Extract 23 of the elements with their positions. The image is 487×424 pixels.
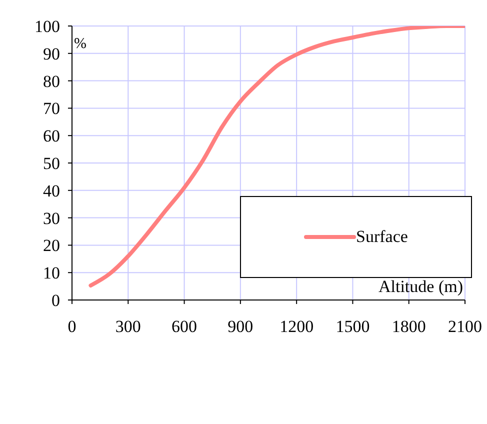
y-tick-label: 70 bbox=[43, 99, 60, 118]
y-tick-label: 0 bbox=[52, 291, 60, 310]
x-tick-label: 900 bbox=[228, 317, 254, 336]
y-tick-label: 50 bbox=[43, 154, 60, 174]
y-tick-label: 40 bbox=[43, 181, 60, 200]
y-axis-title: % bbox=[74, 36, 86, 52]
legend-box: Surface bbox=[240, 196, 472, 278]
x-tick-label: 0 bbox=[68, 317, 76, 336]
y-tick-label: 30 bbox=[43, 208, 60, 228]
x-tick-label: 1500 bbox=[336, 317, 370, 336]
x-axis-title: Altitude (m) bbox=[378, 277, 463, 296]
y-tick-label: 10 bbox=[43, 264, 60, 283]
x-tick-label: 600 bbox=[172, 317, 198, 336]
y-tick-label: 20 bbox=[43, 236, 60, 256]
y-tick-label: 90 bbox=[43, 44, 60, 64]
x-tick-label: 300 bbox=[115, 317, 141, 336]
y-tick-label: 60 bbox=[43, 126, 60, 146]
y-tick-label: 80 bbox=[43, 72, 60, 91]
y-tick-label: 100 bbox=[34, 17, 60, 36]
x-tick-label: 1200 bbox=[280, 317, 314, 336]
x-tick-label: 1800 bbox=[392, 317, 426, 336]
legend-label: Surface bbox=[356, 227, 408, 247]
x-tick-label: 2100 bbox=[448, 317, 482, 336]
